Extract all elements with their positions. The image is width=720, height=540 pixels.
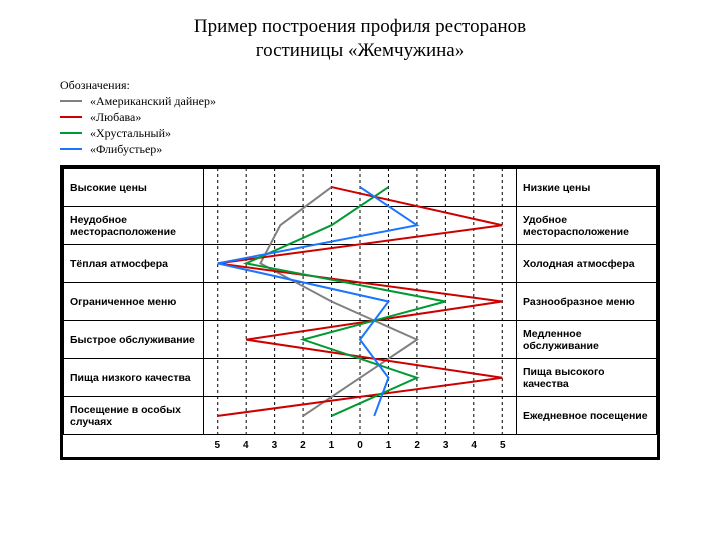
scale-axis: 54321012345: [203, 435, 517, 457]
row-label-left: Посещение в особых случаях: [64, 397, 204, 435]
row-label-left: Пища низкого качества: [64, 359, 204, 397]
scale-tick: 5: [203, 440, 232, 452]
legend-item: «Американский дайнер»: [60, 93, 680, 109]
scale-tick: 2: [403, 440, 432, 452]
title-line-1: Пример построения профиля ресторанов: [194, 16, 526, 37]
legend-label: «Любава»: [90, 109, 141, 125]
legend-item: «Хрустальный»: [60, 125, 680, 141]
scale-tick: 3: [260, 440, 289, 452]
legend-swatch: [60, 116, 82, 118]
row-label-right: Холодная атмосфера: [517, 245, 657, 283]
title-line-2: гостиницы «Жемчужина»: [256, 40, 464, 61]
row-label-left: Неудобное месторасположение: [64, 207, 204, 245]
row-grid-cell: [204, 283, 517, 321]
scale-tick: 2: [289, 440, 318, 452]
row-label-left: Ограниченное меню: [64, 283, 204, 321]
chart-container: Высокие цены Низкие цены Неудобное местора…: [60, 165, 660, 460]
axis-row: 54321012345: [63, 435, 657, 457]
row-grid-cell: [204, 321, 517, 359]
row-grid-cell: [204, 397, 517, 435]
legend-swatch: [60, 132, 82, 134]
legend-label: «Хрустальный»: [90, 125, 171, 141]
legend-header: Обозначения:: [60, 77, 680, 93]
row-label-right: Медленное обслуживание: [517, 321, 657, 359]
legend-item: «Любава»: [60, 109, 680, 125]
row-label-right: Удобное месторасположение: [517, 207, 657, 245]
scale-tick: 0: [346, 440, 375, 452]
page-title: Пример построения профиля ресторанов гос…: [40, 15, 680, 63]
legend-block: Обозначения: «Американский дайнер»«Любав…: [60, 77, 680, 158]
scale-tick: 4: [460, 440, 489, 452]
legend-swatch: [60, 148, 82, 150]
scale-tick: 4: [232, 440, 261, 452]
row-label-left: Быстрое обслуживание: [64, 321, 204, 359]
row-label-right: Пища высокого качества: [517, 359, 657, 397]
row-grid-cell: [204, 359, 517, 397]
scale-tick: 1: [317, 440, 346, 452]
row-grid-cell: [204, 207, 517, 245]
legend-label: «Американский дайнер»: [90, 93, 216, 109]
row-label-left: Высокие цены: [64, 169, 204, 207]
row-label-right: Разнообразное меню: [517, 283, 657, 321]
row-label-left: Тёплая атмосфера: [64, 245, 204, 283]
scale-tick: 1: [374, 440, 403, 452]
legend-item: «Флибустьер»: [60, 141, 680, 157]
legend-label: «Флибустьер»: [90, 141, 162, 157]
row-grid-cell: [204, 169, 517, 207]
row-label-right: Низкие цены: [517, 169, 657, 207]
chart-table: Высокие цены Низкие цены Неудобное местора…: [63, 168, 657, 435]
row-label-right: Ежедневное посещение: [517, 397, 657, 435]
legend-swatch: [60, 100, 82, 102]
scale-tick: 5: [488, 440, 517, 452]
row-grid-cell: [204, 245, 517, 283]
scale-tick: 3: [431, 440, 460, 452]
